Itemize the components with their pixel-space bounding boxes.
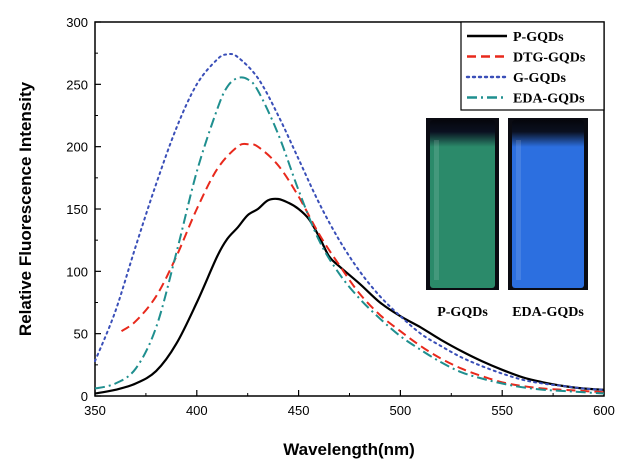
x-tick-label: 500 bbox=[390, 403, 412, 418]
legend-label: G-GQDs bbox=[513, 71, 566, 86]
legend-label: DTG-GQDs bbox=[513, 51, 586, 66]
y-tick-label: 0 bbox=[81, 389, 88, 404]
x-tick-label: 600 bbox=[593, 403, 615, 418]
vial-glare bbox=[434, 140, 439, 280]
x-tick-label: 400 bbox=[186, 403, 208, 418]
y-tick-label: 200 bbox=[66, 140, 88, 155]
x-tick-label: 450 bbox=[288, 403, 310, 418]
legend-label: EDA-GQDs bbox=[513, 92, 585, 107]
legend-label: P-GQDs bbox=[513, 30, 564, 45]
x-tick-label: 350 bbox=[84, 403, 106, 418]
inset-label: P-GQDs bbox=[437, 305, 488, 320]
y-tick-label: 250 bbox=[66, 77, 88, 92]
y-tick-label: 100 bbox=[66, 264, 88, 279]
y-axis-title: Relative Fluorescence Intensity bbox=[16, 81, 35, 336]
inset-label: EDA-GQDs bbox=[512, 305, 584, 320]
y-tick-label: 300 bbox=[66, 15, 88, 30]
y-tick-label: 150 bbox=[66, 202, 88, 217]
y-tick-label: 50 bbox=[74, 327, 88, 342]
x-tick-label: 550 bbox=[491, 403, 513, 418]
vial-glare bbox=[516, 140, 521, 280]
vial-photo bbox=[430, 120, 495, 288]
vial-photo bbox=[512, 120, 584, 288]
chart-legend: P-GQDs DTG-GQDs G-GQDs EDA-GQDs bbox=[461, 22, 604, 110]
inset-photos: P-GQDs EDA-GQDs bbox=[426, 118, 588, 320]
x-axis-title: Wavelength(nm) bbox=[283, 440, 415, 459]
